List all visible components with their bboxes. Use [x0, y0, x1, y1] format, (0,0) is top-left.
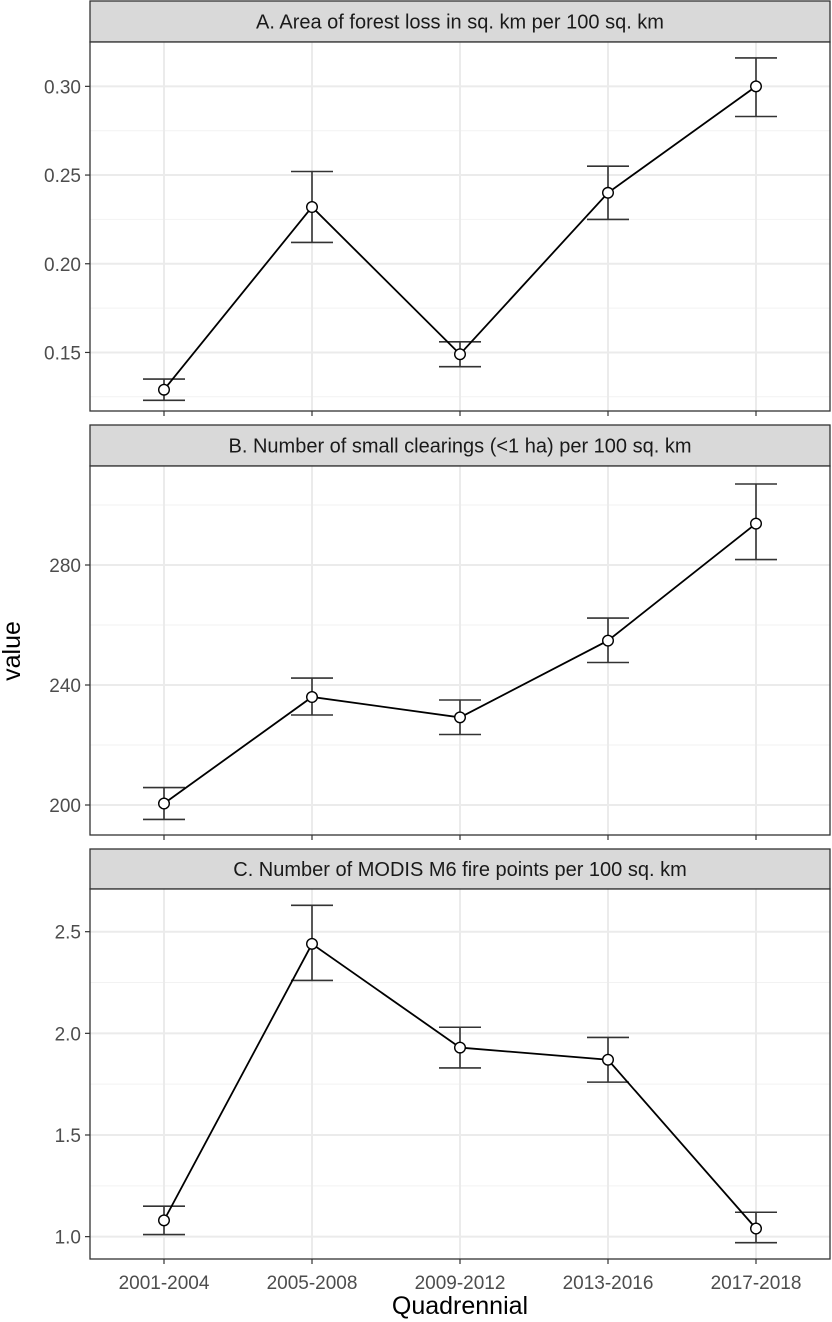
data-point [454, 1041, 467, 1054]
y-tick-label: 240 [49, 676, 81, 697]
data-point [157, 383, 170, 396]
y-tick-label: 1.5 [55, 1126, 81, 1147]
x-tick-label: 2013-2016 [563, 1273, 654, 1294]
data-point [306, 200, 319, 213]
data-point [750, 517, 763, 530]
facet-title: C. Number of MODIS M6 fire points per 10… [233, 859, 687, 881]
facet-title: B. Number of small clearings (<1 ha) per… [229, 436, 692, 458]
y-tick-label: 280 [49, 556, 81, 577]
y-tick-label: 0.30 [44, 77, 81, 98]
x-tick-label: 2005-2008 [267, 1273, 358, 1294]
y-tick-label: 200 [49, 796, 81, 817]
facet-strip [89, 0, 831, 43]
data-point [306, 691, 319, 704]
y-tick-label: 2.0 [55, 1024, 81, 1045]
facet-strip [89, 424, 831, 467]
x-tick-label: 2017-2018 [711, 1273, 802, 1294]
data-point [157, 797, 170, 810]
x-axis-title: Quadrennial [392, 1292, 528, 1320]
data-point [306, 937, 319, 950]
y-tick-label: 2.5 [55, 923, 81, 944]
y-tick-label: 0.15 [44, 343, 81, 364]
data-point [602, 634, 615, 647]
facet-title: A. Area of forest loss in sq. km per 100… [256, 12, 664, 34]
x-tick-label: 2009-2012 [415, 1273, 506, 1294]
data-point [602, 1053, 615, 1066]
facet-strip [89, 848, 831, 890]
data-point [454, 711, 467, 724]
data-point [157, 1214, 170, 1227]
data-point [750, 1222, 763, 1235]
y-axis-title: value [0, 621, 26, 681]
data-point [602, 186, 615, 199]
facet-panel-b: B. Number of small clearings (<1 ha) per… [49, 424, 831, 840]
y-tick-label: 1.0 [55, 1228, 81, 1249]
data-point [750, 80, 763, 93]
facet-panel-c: C. Number of MODIS M6 fire points per 10… [55, 848, 831, 1294]
y-tick-label: 0.20 [44, 255, 81, 276]
facet-panel-a: A. Area of forest loss in sq. km per 100… [44, 0, 831, 416]
y-tick-label: 0.25 [44, 166, 81, 187]
data-point [454, 348, 467, 361]
x-tick-label: 2001-2004 [119, 1273, 210, 1294]
